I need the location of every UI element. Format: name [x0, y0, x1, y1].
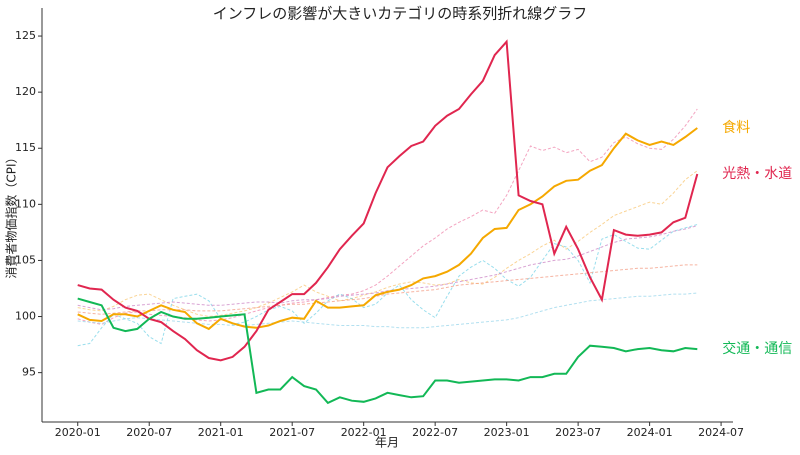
x-tick-label: 2021-01 — [198, 426, 244, 439]
y-tick-label: 120 — [15, 85, 36, 98]
chart-title: インフレの影響が大きいカテゴリの時系列折れ線グラフ — [213, 5, 588, 23]
x-tick-label: 2024-07 — [698, 426, 744, 439]
series-label: 食料 — [722, 119, 750, 136]
x-tick-label: 2024-01 — [627, 426, 673, 439]
y-tick-label: 105 — [15, 253, 36, 266]
x-axis-label: 年月 — [375, 436, 399, 450]
background-line — [77, 292, 698, 329]
x-tick-label: 2020-01 — [55, 426, 101, 439]
y-tick-label: 100 — [15, 310, 36, 323]
highlight-line — [77, 297, 698, 405]
highlight-line — [77, 39, 699, 362]
series-label: 光熱・水道 — [722, 166, 792, 182]
series-label: 交通・通信 — [722, 340, 792, 357]
background-line — [77, 224, 698, 347]
x-tick-label: 2020-07 — [126, 426, 172, 439]
x-tick-label: 2023-07 — [555, 426, 601, 439]
y-tick-label: 115 — [15, 141, 36, 154]
y-tick-label: 125 — [15, 29, 36, 42]
y-tick-label: 95 — [22, 366, 36, 379]
y-tick-label: 110 — [15, 197, 36, 210]
x-tick-label: 2021-07 — [269, 426, 315, 439]
background-line — [77, 264, 698, 315]
highlight-line — [77, 127, 698, 331]
y-axis-label: 消費者物価指数（CPI） — [4, 151, 19, 278]
x-tick-label: 2022-01 — [341, 426, 387, 439]
x-tick-label: 2022-07 — [412, 426, 458, 439]
background-line — [77, 170, 698, 318]
x-tick-label: 2023-01 — [484, 426, 530, 439]
background-line — [77, 225, 698, 311]
